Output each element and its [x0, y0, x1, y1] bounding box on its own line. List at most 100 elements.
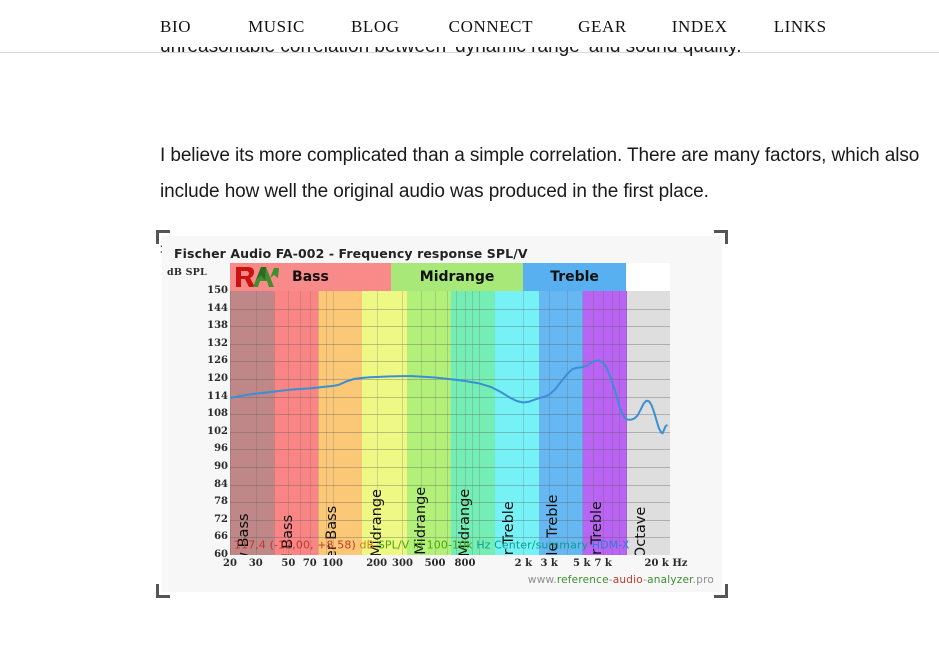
gridline-horizontal [230, 467, 670, 468]
paragraph-clipped: unreasonable correlation between 'dynami… [160, 47, 930, 64]
gridline-vertical [464, 291, 466, 555]
gridline-vertical [581, 291, 583, 555]
figure-corner-bottom-right-icon [714, 584, 728, 598]
gridline-horizontal [230, 519, 670, 521]
watermark-sep-1: - [608, 574, 613, 586]
nav-item-gear[interactable]: GEAR [578, 16, 627, 36]
nav-item-bio[interactable]: BIO [160, 16, 192, 36]
gridline-vertical [402, 291, 404, 555]
nav-item-connect[interactable]: CONNECT [448, 16, 534, 36]
summary-part: Hz Center/summary [476, 538, 592, 552]
x-axis-tick: 300 [392, 558, 413, 569]
frequency-band-top-octave: Top Octave [627, 291, 670, 555]
gridline-vertical [603, 291, 605, 555]
x-axis-tick: 7 k [594, 558, 612, 569]
y-axis-tick: 66 [214, 531, 228, 543]
gridline-vertical [611, 291, 613, 555]
gridline-vertical [625, 291, 627, 555]
nav-item-links[interactable]: LINKS [773, 16, 827, 36]
frequency-band-lower-midrange: Lower Midrange [362, 291, 407, 555]
y-axis-tick: 132 [207, 337, 228, 349]
frequency-response-figure: Fischer Audio FA-002 - Frequency respons… [156, 230, 728, 598]
x-axis-tick: 100 [322, 558, 343, 569]
gridline-vertical [446, 291, 448, 555]
gridline-vertical [230, 291, 231, 555]
x-axis-tick: 50 [281, 558, 296, 569]
figure-corner-bottom-left-icon [156, 584, 170, 598]
chart-card: Fischer Audio FA-002 - Frequency respons… [162, 236, 722, 592]
y-axis-tick: 138 [207, 320, 228, 332]
figure-corner-top-right-icon [714, 230, 728, 244]
summary-part: SPL/V in [377, 538, 427, 552]
x-axis-tick: 800 [454, 558, 476, 569]
watermark-sep-2: - [643, 574, 648, 586]
watermark-reference-audio-analyzer: www.reference-audio-analyzer.pro [528, 574, 714, 586]
summary-part: 117,4 (-12,00, +8,58) [234, 538, 360, 552]
nav-items-container: BIO MUSIC BLOG CONNECT GEAR INDEX LINKS [160, 0, 827, 53]
x-axis-tick: 70 [302, 558, 317, 569]
summary-part: HDM-X [591, 538, 630, 552]
gridline-vertical [479, 291, 481, 555]
paragraph-clipped-text: unreasonable correlation between 'dynami… [160, 47, 930, 64]
y-axis-tick: 60 [214, 549, 228, 560]
x-axis-tick: 200 [366, 558, 388, 569]
gridline-horizontal [230, 326, 670, 328]
gridline-horizontal [230, 449, 670, 451]
gridline-vertical [619, 291, 621, 555]
figure-corner-top-left-icon [156, 230, 170, 244]
gridline-horizontal [230, 537, 670, 539]
gridline-vertical [435, 291, 437, 555]
y-axis-tick: 90 [214, 461, 228, 472]
gridline-vertical [549, 291, 551, 555]
watermark-part-b: audio [612, 574, 644, 586]
x-axis-tick: 30 [248, 558, 263, 569]
x-axis-tick: 20 [223, 558, 237, 569]
gridline-vertical [376, 291, 378, 555]
gridline-vertical [274, 291, 276, 555]
nav-item-music[interactable]: MUSIC [248, 16, 305, 36]
y-axis-tick: 108 [207, 408, 228, 420]
x-axis-tick: 20 k Hz [644, 558, 688, 569]
gridline-vertical [318, 291, 320, 555]
top-band-midrange: Midrange [390, 263, 524, 291]
y-axis-tick: 96 [214, 443, 228, 455]
y-axis-tick: 102 [207, 425, 228, 437]
y-axis-tick: 84 [214, 478, 228, 490]
y-axis-tick-labels: 150 144 138 132 126 120 114 108 102 96 90 84 78 72 66 6… [192, 263, 228, 560]
summary-text: 117,4 (-12,00, +8,58) dB SPL/V in 100-10… [234, 539, 630, 552]
gridline-horizontal [230, 308, 670, 310]
y-axis-tick: 114 [207, 390, 228, 402]
y-axis-tick: 120 [207, 373, 228, 384]
frequency-band-upper-treble: Upper Treble [583, 291, 628, 555]
paragraph-body: I believe its more complicated than a si… [160, 145, 920, 202]
frequency-band-lower-treble: Lower Treble [494, 291, 540, 555]
y-axis-tick: 150 [207, 285, 228, 296]
x-axis-tick: 2 k [514, 558, 533, 569]
nav-item-index[interactable]: INDEX [671, 16, 728, 36]
nav-item-blog[interactable]: BLOG [350, 16, 400, 36]
gridline-vertical [325, 291, 327, 555]
gridline-vertical [332, 291, 334, 555]
gridline-horizontal [230, 502, 670, 504]
top-navigation-bar: BIO MUSIC BLOG CONNECT GEAR INDEX LINKS [0, 0, 939, 53]
y-axis-tick: 144 [207, 302, 228, 314]
watermark-part-c: analyzer [647, 574, 693, 586]
gridline-vertical [472, 291, 474, 555]
chart-title: Fischer Audio FA-002 - Frequency respons… [174, 246, 528, 261]
watermark-part-a: reference [556, 574, 609, 586]
y-axis-caption: dB SPL [167, 267, 207, 278]
frequency-band-low-bass: Low Bass [230, 291, 275, 555]
gridline-vertical [456, 291, 458, 555]
summary-strip: 117,4 (-12,00, +8,58) dB SPL/V in 100-10… [230, 535, 670, 555]
gridline-vertical [288, 291, 290, 555]
x-axis-tick: 5 k [573, 558, 591, 569]
top-band-treble: Treble [523, 263, 626, 291]
watermark-suffix: .pro [692, 574, 714, 586]
gridline-vertical [309, 291, 311, 555]
ra-logo-icon [236, 267, 279, 287]
x-axis-tick: 3 k [540, 558, 558, 569]
chart-plot-area: 117,4 (-12,00, +8,58) dB SPL/V in 100-10… [230, 263, 670, 555]
gridline-vertical [567, 291, 569, 555]
gridline-horizontal [230, 484, 670, 486]
